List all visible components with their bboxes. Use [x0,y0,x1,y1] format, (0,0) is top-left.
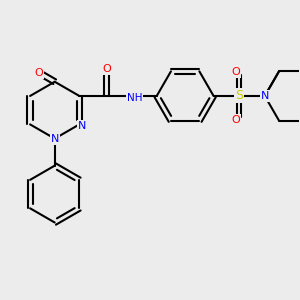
Text: O: O [102,64,111,74]
Text: O: O [34,68,43,78]
Text: O: O [231,68,240,77]
Text: N: N [50,134,59,144]
Text: N: N [261,91,269,101]
Text: S: S [235,89,243,103]
Text: N: N [77,121,86,130]
Text: O: O [231,115,240,124]
Text: NH: NH [127,93,142,103]
